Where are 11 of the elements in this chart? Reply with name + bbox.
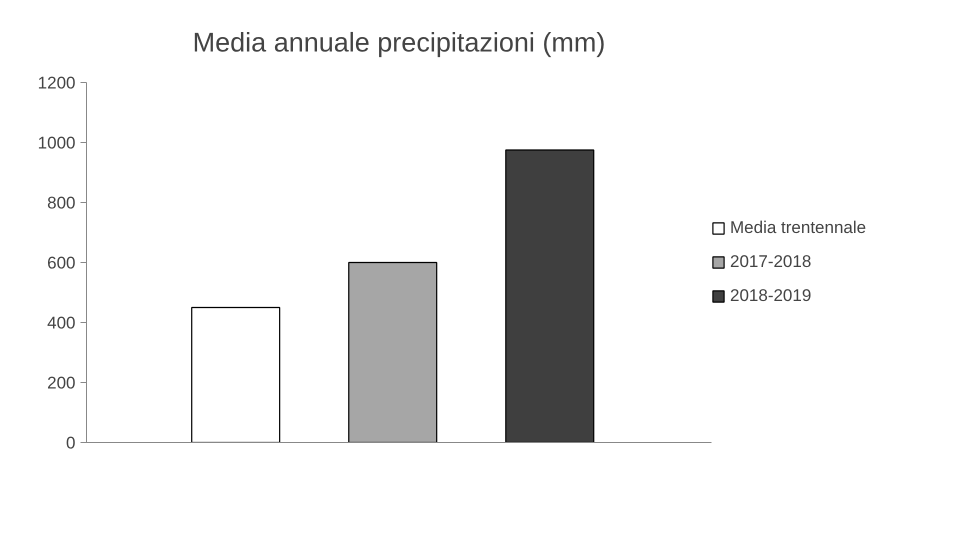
y-tick-label: 200 xyxy=(47,374,76,392)
y-tick-label: 800 xyxy=(47,194,76,212)
chart-title: Media annuale precipitazioni (mm) xyxy=(192,28,606,58)
legend-label: 2017-2018 xyxy=(730,252,812,272)
y-tick-label: 600 xyxy=(47,254,76,272)
legend-label: Media trentennale xyxy=(730,218,866,238)
y-tick-label: 1200 xyxy=(38,74,76,92)
y-tick-label: 0 xyxy=(66,434,76,452)
legend-label: 2018-2019 xyxy=(730,286,812,306)
y-tick-label: 1000 xyxy=(38,134,76,152)
y-tick-label: 400 xyxy=(47,314,76,332)
